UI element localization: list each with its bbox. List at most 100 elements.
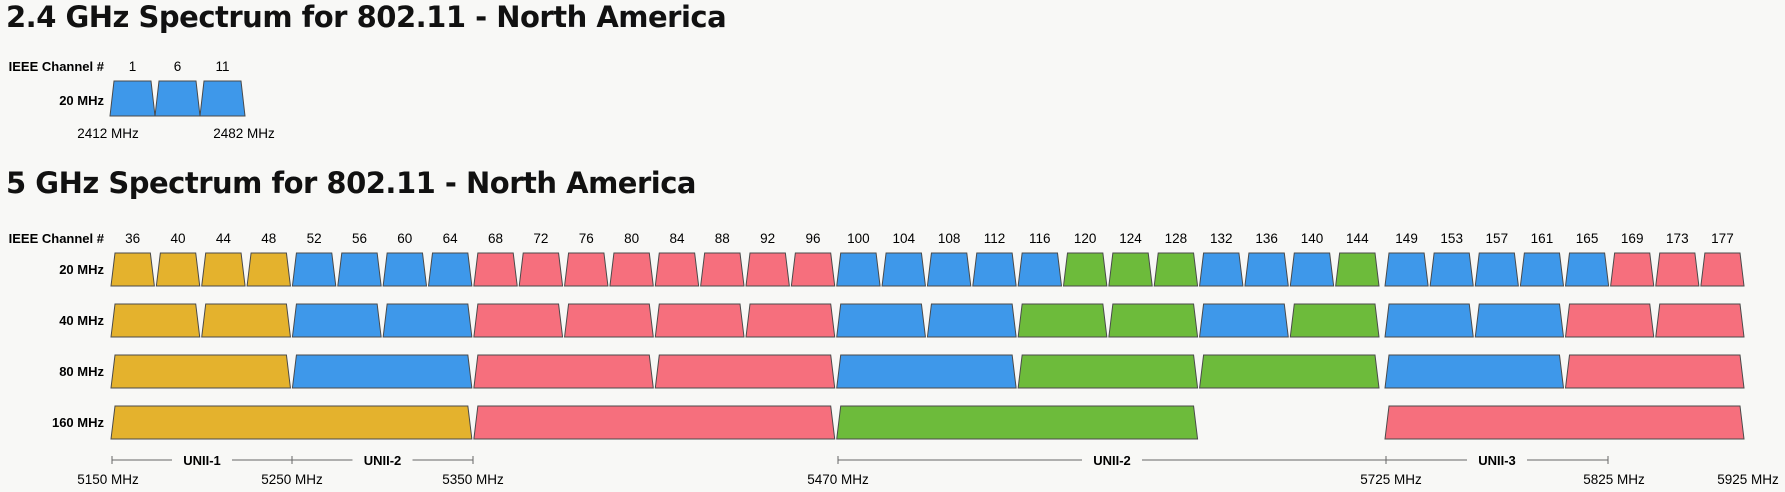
band24-channel-label: 6 bbox=[174, 59, 182, 74]
band5-channel-block bbox=[1062, 252, 1108, 287]
band5-channel-block bbox=[1384, 405, 1745, 440]
band5-freq-label: 5825 MHz bbox=[1583, 472, 1645, 487]
band5-channel-label: 72 bbox=[533, 231, 548, 246]
band5-row-label: 160 MHz bbox=[52, 415, 105, 430]
band5-channel-label: 80 bbox=[624, 231, 639, 246]
band5-channel-block bbox=[700, 252, 745, 287]
band5-row: 40 MHz bbox=[59, 303, 1745, 338]
band5-channel-label: 165 bbox=[1576, 231, 1599, 246]
band5-channel-block bbox=[564, 303, 654, 338]
band5-channel-label: 177 bbox=[1711, 231, 1734, 246]
band5-channel-label: 116 bbox=[1029, 231, 1051, 246]
sub-band-label-bg bbox=[172, 452, 232, 468]
band5-channel-label: 36 bbox=[125, 231, 140, 246]
band5-channel-block bbox=[881, 252, 926, 287]
band5-channel-block bbox=[246, 252, 291, 287]
band5-channel-label: 149 bbox=[1395, 231, 1418, 246]
band5-freq-label: 5350 MHz bbox=[442, 472, 504, 487]
band5-row-label: 20 MHz bbox=[59, 262, 104, 277]
band5-channel-block bbox=[926, 303, 1017, 338]
band24-freq-start: 2412 MHz bbox=[77, 126, 139, 141]
band5-channel-block bbox=[473, 303, 564, 338]
band5-channel-block bbox=[1610, 252, 1655, 287]
band5-channel-block bbox=[1199, 354, 1380, 389]
band5-channel-block bbox=[291, 303, 382, 338]
band24-channel-block bbox=[199, 80, 246, 117]
band5-channel-block bbox=[836, 405, 1199, 440]
band5-channel-label: 92 bbox=[760, 231, 775, 246]
band5-channel-block bbox=[1244, 252, 1289, 287]
band5-freq-label: 5925 MHz bbox=[1717, 472, 1779, 487]
band5-channel-block bbox=[654, 354, 836, 389]
band5-channel-labels: 36 40 44 48 52 56 60 64 68 72 76 80 84 88 92 96 100 104 10… bbox=[125, 231, 1734, 246]
band5-channel-block bbox=[110, 354, 291, 389]
band5-channel-block bbox=[836, 252, 881, 287]
band24-title: 2.4 GHz Spectrum for 802.11 - North Amer… bbox=[6, 0, 727, 34]
band5-channel-block bbox=[745, 303, 836, 338]
band5-channel-label: 88 bbox=[715, 231, 730, 246]
band5-channel-label: 169 bbox=[1621, 231, 1644, 246]
band5-row-label: 80 MHz bbox=[59, 364, 104, 379]
band5-channel-label: 96 bbox=[806, 231, 821, 246]
band24-channel-block bbox=[154, 80, 201, 117]
band5-channel-block bbox=[926, 252, 972, 287]
band5-frequency-labels: 5150 MHz 5250 MHz 5350 MHz 5470 MHz 5725 MHz… bbox=[77, 472, 1779, 487]
band5-channel-label: 112 bbox=[984, 231, 1006, 246]
band5-channel-label: 140 bbox=[1301, 231, 1324, 246]
band5-channel-block bbox=[382, 303, 473, 338]
band5-channel-label: 44 bbox=[216, 231, 232, 246]
band5-channel-block bbox=[972, 252, 1017, 287]
sub-band-label-bg bbox=[1082, 452, 1142, 468]
band5-freq-label: 5150 MHz bbox=[77, 472, 139, 487]
band5-channel-block bbox=[201, 303, 291, 338]
band5-channel-label: 76 bbox=[579, 231, 594, 246]
band24-channel-label: 1 bbox=[129, 59, 137, 74]
band5-channel-label: 68 bbox=[488, 231, 503, 246]
band5-channel-block bbox=[1519, 252, 1565, 287]
band5-channel-block bbox=[564, 252, 609, 287]
band5-channel-block bbox=[1153, 252, 1199, 287]
sub-band-bracket: UNII-1 bbox=[111, 452, 293, 468]
band5-channel-block bbox=[1564, 303, 1655, 338]
band5-channel-block bbox=[1474, 303, 1565, 338]
band5-row: 160 MHz bbox=[52, 405, 1745, 440]
band5-freq-label: 5725 MHz bbox=[1360, 472, 1422, 487]
band5-channel-block bbox=[1017, 252, 1063, 287]
band5-channel-block bbox=[201, 252, 246, 287]
band5-channel-block bbox=[654, 303, 745, 338]
band5-channel-label: 84 bbox=[669, 231, 685, 246]
sub-band-label-bg bbox=[352, 452, 413, 468]
band5-channel-block bbox=[790, 252, 836, 287]
band5-channel-label: 128 bbox=[1165, 231, 1188, 246]
band5-channel-label: 144 bbox=[1346, 231, 1369, 246]
band5-channel-label: 132 bbox=[1210, 231, 1233, 246]
band5-channel-block bbox=[1655, 303, 1745, 338]
sub-band-label: UNII-2 bbox=[364, 453, 402, 468]
band5-channel-label: 104 bbox=[892, 231, 915, 246]
band5-channel-block bbox=[473, 252, 518, 287]
band5-channel-block bbox=[1017, 354, 1199, 389]
band5-channel-label: 108 bbox=[938, 231, 961, 246]
band5-channel-block bbox=[473, 405, 836, 440]
band5-channel-label: 64 bbox=[443, 231, 459, 246]
band5-channel-block bbox=[1199, 252, 1244, 287]
band5-row: 80 MHz bbox=[59, 354, 1745, 389]
band5-channel-block bbox=[1335, 252, 1380, 287]
band5-channel-block bbox=[1564, 252, 1610, 287]
band5-channel-label: 153 bbox=[1440, 231, 1463, 246]
band5-channel-block bbox=[1289, 252, 1335, 287]
band5-channel-label: 120 bbox=[1074, 231, 1097, 246]
band5-channel-block bbox=[110, 303, 201, 338]
band5-section: IEEE Channel # 36 40 44 48 52 56 60 64 68 72 76 80 8… bbox=[9, 231, 1779, 487]
band24-channel-header: IEEE Channel # bbox=[9, 59, 105, 74]
band5-channel-label: 48 bbox=[261, 231, 276, 246]
band5-channel-block bbox=[836, 303, 926, 338]
sub-band-label-bg bbox=[1467, 452, 1527, 468]
band5-channel-block bbox=[155, 252, 201, 287]
band5-channel-block bbox=[745, 252, 790, 287]
band5-channel-block bbox=[110, 252, 155, 287]
band5-channel-label: 161 bbox=[1531, 231, 1554, 246]
band24-channel-label: 11 bbox=[215, 59, 229, 74]
band5-channel-block bbox=[427, 252, 473, 287]
